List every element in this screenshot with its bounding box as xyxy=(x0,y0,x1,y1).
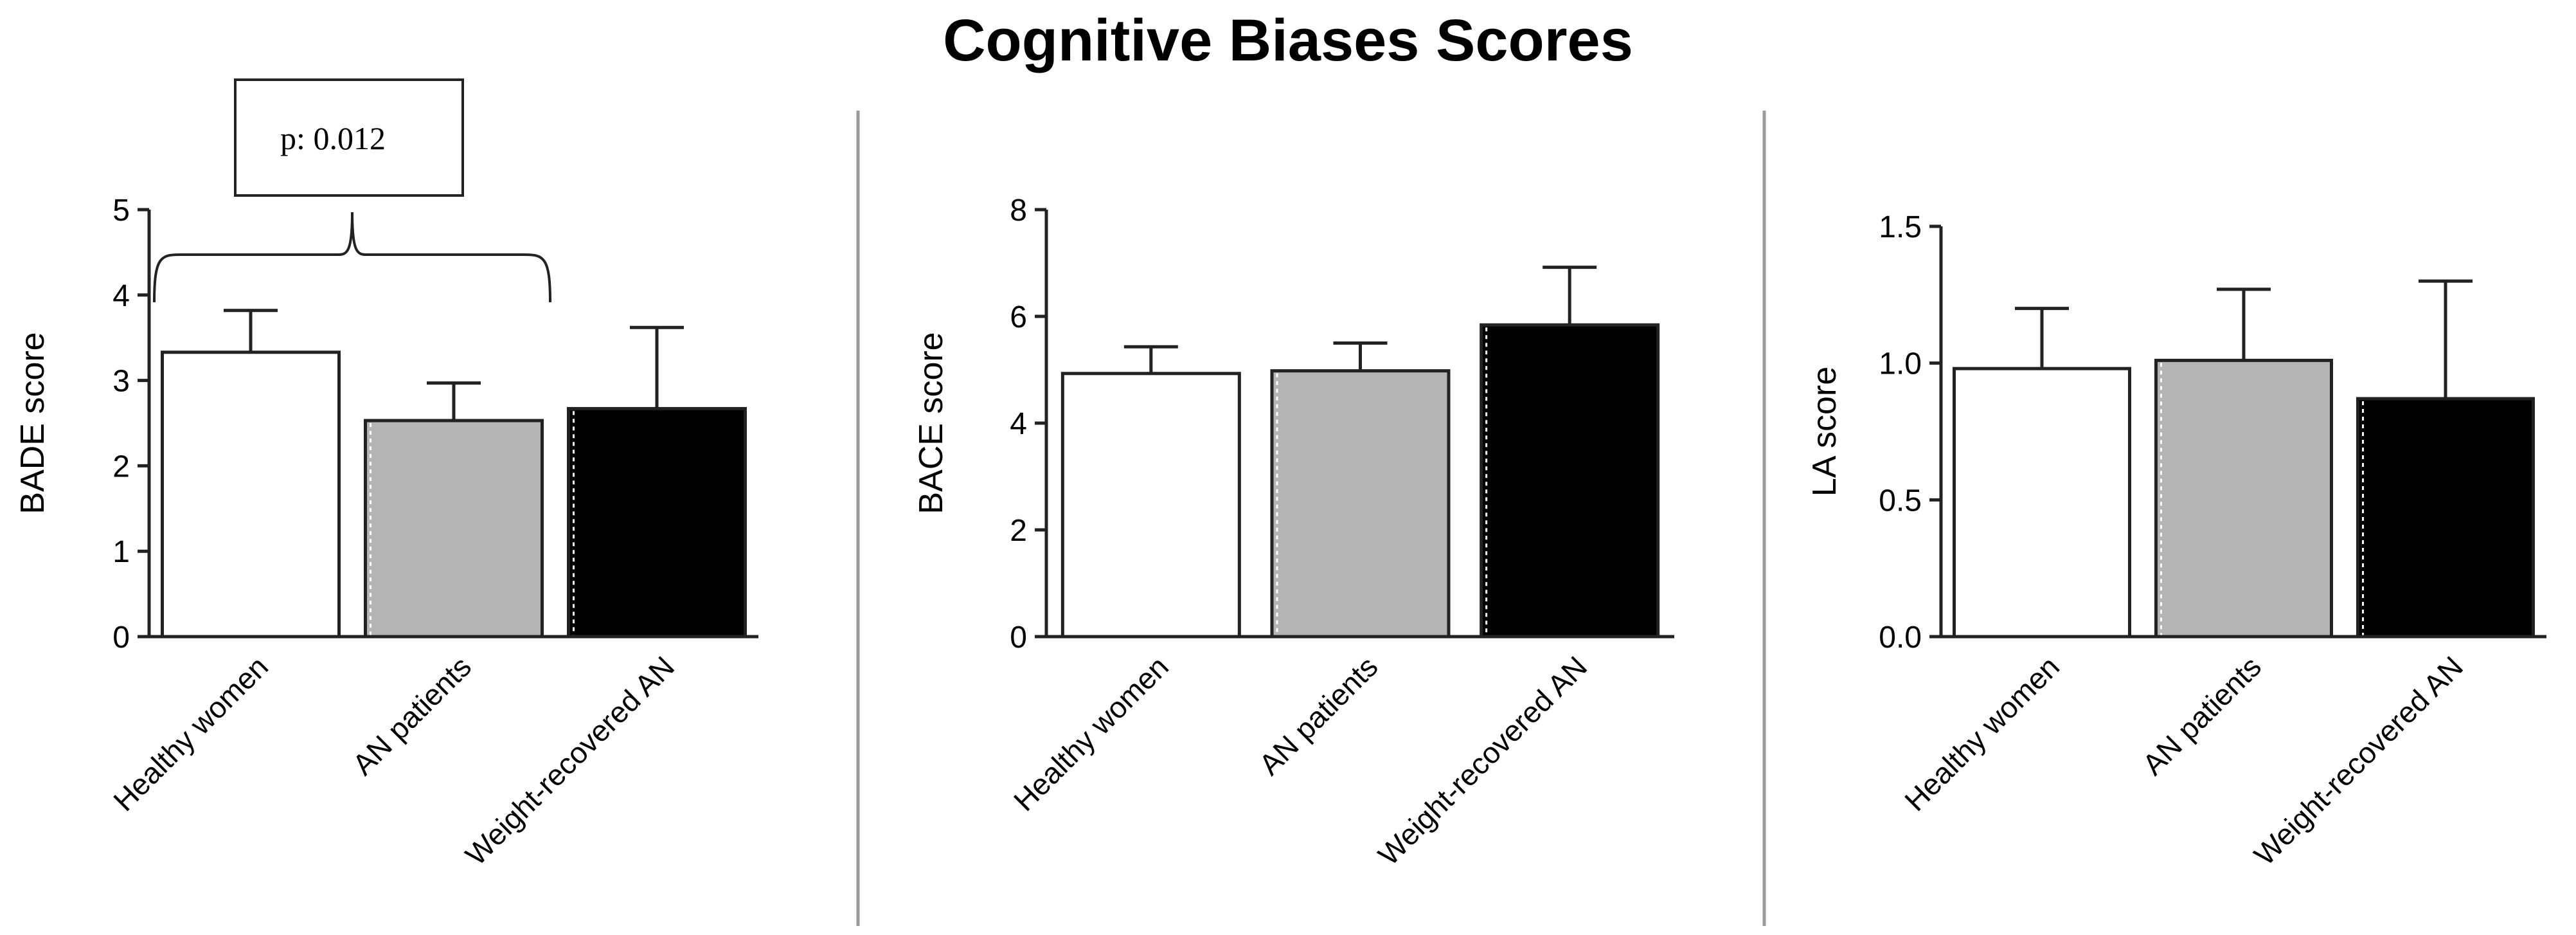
y-tick-label-2: 1 xyxy=(112,535,130,569)
y-tick-label-6: 5 xyxy=(112,194,130,228)
y-tick-label-4: 6 xyxy=(1010,300,1027,334)
x-tick-label-2: AN patients xyxy=(1253,649,1384,781)
y-axis-label: BADE score xyxy=(14,332,51,514)
y-tick-label-4: 3 xyxy=(112,365,130,399)
annotation-box xyxy=(234,78,464,197)
y-tick-label-3: 1.0 xyxy=(1879,347,1922,381)
x-tick-label-1: Healthy women xyxy=(1007,649,1175,817)
y-tick-label-4: 1.5 xyxy=(1879,210,1922,244)
chart-title: Cognitive Biases Scores xyxy=(943,8,1633,73)
panel-2: Healthy women AN patientsWeight-recovered… xyxy=(913,194,1674,872)
bar-3 xyxy=(2356,397,2535,639)
bar-2 xyxy=(364,419,544,639)
bar-1 xyxy=(1953,367,2131,639)
y-tick-label-2: 0.5 xyxy=(1879,484,1922,518)
panel-3: Healthy women AN patientsWeight-recovered… xyxy=(1806,210,2546,872)
bar-1 xyxy=(1060,372,1241,639)
bar-2 xyxy=(2154,358,2333,639)
y-axis-label: LA score xyxy=(1806,367,1843,496)
x-tick-label-3: Weight-recovered AN xyxy=(2248,649,2469,871)
y-tick-label-3: 4 xyxy=(1010,407,1027,441)
y-tick-label-1: 0 xyxy=(1010,621,1027,655)
bar-1 xyxy=(161,350,341,639)
y-tick-label-2: 2 xyxy=(1010,514,1027,548)
y-tick-label-5: 8 xyxy=(1010,194,1027,228)
x-tick-label-3: Weight-recovered AN xyxy=(459,649,681,871)
bar-3 xyxy=(1480,323,1660,639)
x-tick-label-2: AN patients xyxy=(2136,649,2267,781)
y-tick-label-1: 0 xyxy=(112,621,130,655)
x-tick-label-1: Healthy women xyxy=(1898,649,2066,817)
y-axis-label: BACE score xyxy=(913,332,950,514)
x-tick-label-2: AN patients xyxy=(346,649,478,781)
bar-2 xyxy=(1270,369,1451,639)
p-value-label: p: 0.012 xyxy=(280,120,386,156)
x-tick-label-1: Healthy women xyxy=(107,649,274,817)
bar-3 xyxy=(567,406,747,639)
x-tick-label-3: Weight-recovered AN xyxy=(1372,649,1593,871)
y-tick-label-5: 4 xyxy=(112,279,130,313)
y-tick-label-3: 2 xyxy=(112,449,130,484)
y-tick-label-1: 0.0 xyxy=(1879,621,1922,655)
significance-bracket xyxy=(153,212,551,303)
panel-1: Healthy women AN patientsWeight-recovered… xyxy=(14,78,758,872)
